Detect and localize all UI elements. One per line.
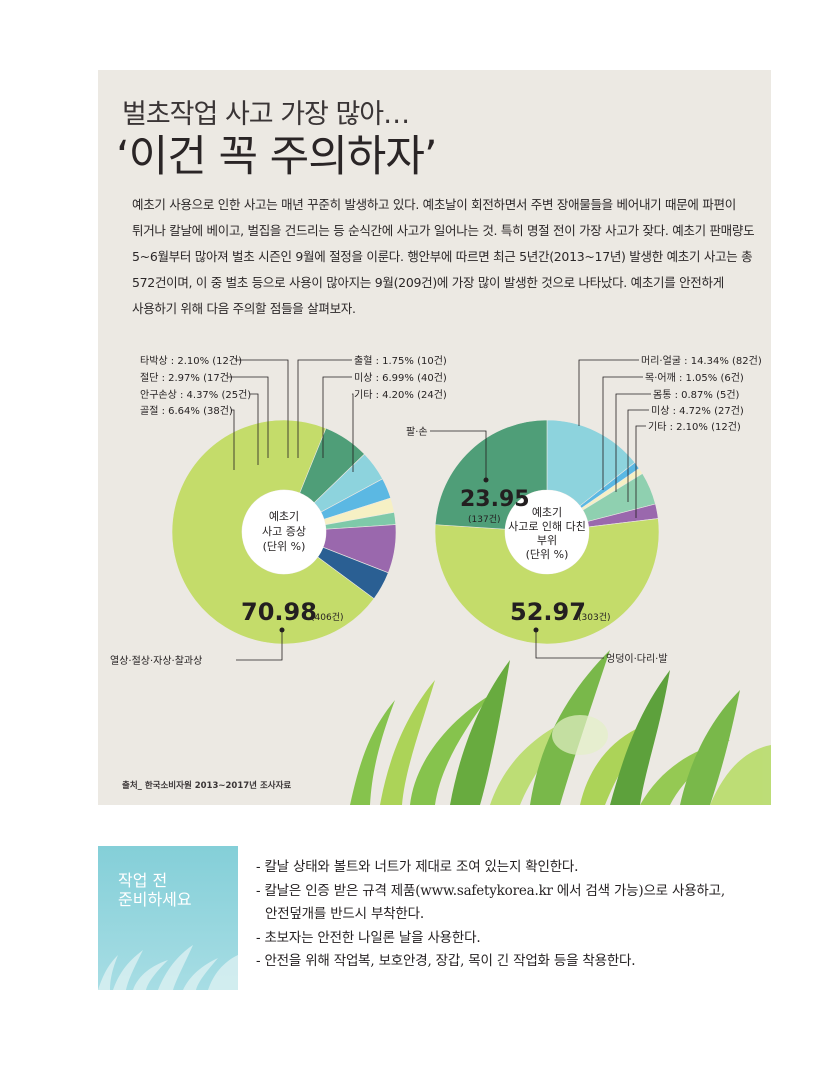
source-note: 출처_ 한국소비자원 2013~2017년 조사자료 xyxy=(122,781,292,791)
pie2-center-hole xyxy=(505,490,589,574)
pie2-center-label: 예초기 xyxy=(532,506,562,519)
pie2-second-value: 23.95 xyxy=(460,487,530,512)
tip-box-grass xyxy=(98,945,238,990)
intro-line: 튀거나 칼날에 베이고, 벌집을 건드리는 등 순식간에 사고가 일어나는 것.… xyxy=(132,223,755,238)
intro-paragraph: 예초기 사용으로 인한 사고는 매년 꾸준히 발생하고 있다. 예초날이 회전하… xyxy=(132,192,755,322)
infographic-panel xyxy=(98,70,771,805)
title-line-1: 벌초작업 사고 가장 많아… xyxy=(122,99,410,130)
pie1-center-label: 예초기 xyxy=(269,510,299,523)
pie1-label: 출혈 : 1.75% (10건) xyxy=(354,354,447,367)
intro-line: 572건이며, 이 중 벌초 등으로 사용이 많아지는 9월(209건)에 가장… xyxy=(132,275,724,290)
intro-line: 5~6월부터 많아져 벌초 시즌인 9월에 절정을 이룬다. 행안부에 따르면 … xyxy=(132,249,753,264)
tip-box-title-line: 작업 전 xyxy=(118,871,168,890)
pie2-center-label: 사고로 인해 다친 xyxy=(508,519,586,533)
pie1-leader-lines xyxy=(228,359,354,661)
pie1-center-label: (단위 %) xyxy=(263,540,306,553)
pie2-label: 팔·손 xyxy=(406,426,428,438)
tip-box-title-line: 준비하세요 xyxy=(118,890,192,909)
pie1-label: 안구손상 : 4.37% (25건) xyxy=(140,389,251,401)
tip-item: - 칼날 상태와 볼트와 너트가 제대로 조여 있는지 확인한다. xyxy=(256,859,579,875)
pie2-label: 기타 : 2.10% (12건) xyxy=(648,421,741,433)
tip-box: 작업 전 준비하세요 xyxy=(98,846,238,990)
pie1-big-count: (406건) xyxy=(311,612,343,623)
title-line-2: ‘이건 꼭 주의하자’ xyxy=(116,132,438,182)
pie1-label: 기타 : 4.20% (24건) xyxy=(354,389,447,401)
pie2-dot xyxy=(533,627,539,633)
pie1-center-label: 사고 증상 xyxy=(262,525,306,538)
pie2-center-label: (단위 %) xyxy=(526,548,569,561)
pie2-big-value: 52.97 xyxy=(510,598,586,626)
tip-item: - 칼날은 인증 받은 규격 제품(www.safetykorea.kr 에서 … xyxy=(256,882,725,899)
tip-item: - 안전을 위해 작업복, 보호안경, 장갑, 목이 긴 작업화 등을 착용한다… xyxy=(256,953,636,969)
pie2-second-count: (137건) xyxy=(468,514,500,525)
pie2-center-label: 부위 xyxy=(537,534,557,547)
intro-line: 사용하기 위해 다음 주의할 점들을 살펴보자. xyxy=(132,301,356,316)
pie2-label: 머리·얼굴 : 14.34% (82건) xyxy=(641,355,762,367)
pie1-label: 절단 : 2.97% (17건) xyxy=(140,371,233,384)
pie2-label: 엉덩이·다리·발 xyxy=(606,653,668,665)
pie1-dot xyxy=(279,627,285,633)
tips-list: - 칼날 상태와 볼트와 너트가 제대로 조여 있는지 확인한다. - 칼날은 … xyxy=(256,856,725,974)
tip-item: 안전덮개를 반드시 부착한다. xyxy=(265,906,424,922)
pie1-big-value: 70.98 xyxy=(241,598,317,626)
pie2-big-count: (303건) xyxy=(578,612,610,623)
tip-box-title: 작업 전 준비하세요 xyxy=(118,871,192,909)
grass-decoration xyxy=(350,650,771,805)
pie1-label: 타박상 : 2.10% (12건) xyxy=(140,355,242,367)
pie2-dot xyxy=(483,477,489,483)
pie1-label: 미상 : 6.99% (40건) xyxy=(354,372,447,384)
pie1-center-hole xyxy=(242,490,326,574)
pie1-label: 골절 : 6.64% (38건) xyxy=(140,404,233,417)
pie1-label: 열상·절상·자상·찰과상 xyxy=(110,654,202,667)
charts-area: 예초기 사고 증상 (단위 %) 타박상 : 2.10% (12건) 절단 : … xyxy=(110,354,762,667)
pie2-label: 목·어깨 : 1.05% (6건) xyxy=(645,372,744,384)
pie2-label: 몸통 : 0.87% (5건) xyxy=(653,389,740,401)
pie2-leader-lines xyxy=(430,359,651,659)
intro-line: 예초기 사용으로 인한 사고는 매년 꾸준히 발생하고 있다. 예초날이 회전하… xyxy=(132,197,736,212)
tip-item: - 초보자는 안전한 나일론 날을 사용한다. xyxy=(256,929,481,946)
pie2-label: 미상 : 4.72% (27건) xyxy=(651,405,744,417)
